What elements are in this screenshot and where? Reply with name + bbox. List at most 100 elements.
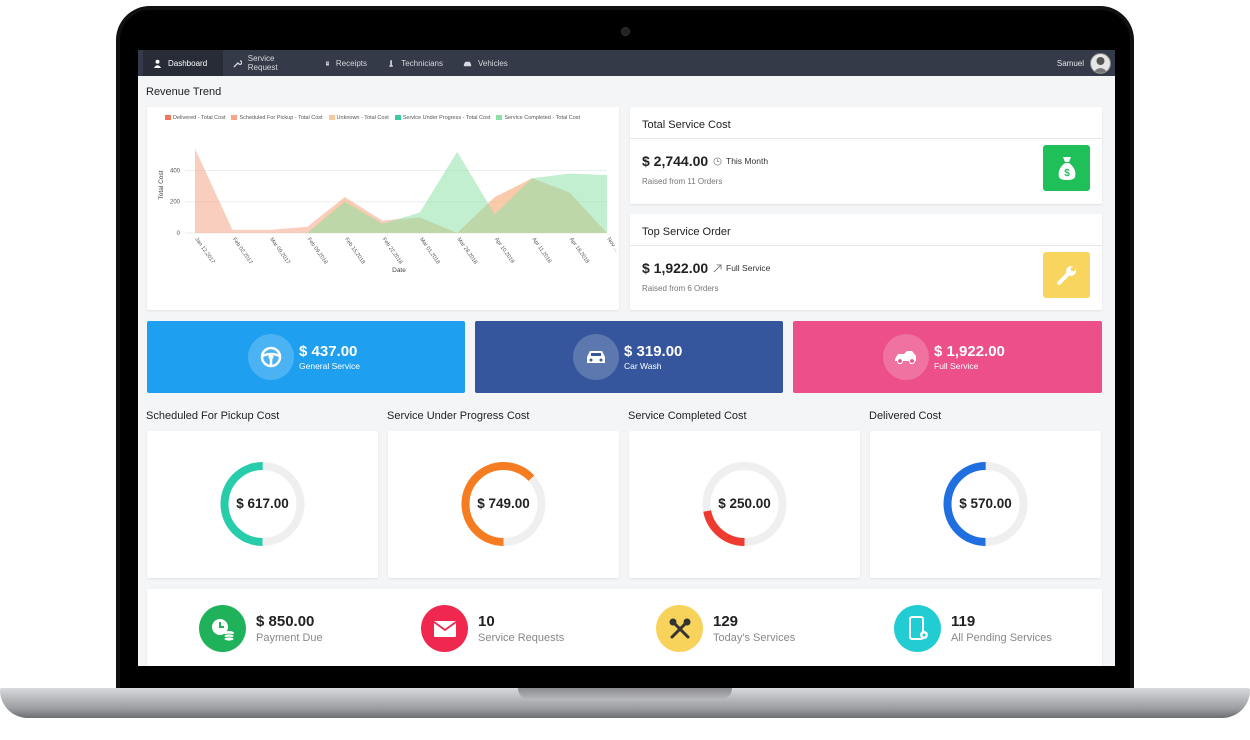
total-service-cost-value: $ 2,744.00 — [642, 153, 709, 169]
donut-arc — [461, 462, 546, 546]
legend-item[interactable]: Unknown - Total Cost — [328, 115, 389, 121]
nav-dashboard[interactable]: Dashboard — [143, 50, 223, 76]
nav-vehicles-label: Vehicles — [478, 58, 508, 68]
y-tick-label: 0 — [177, 231, 181, 237]
steering-wheel-icon — [248, 334, 294, 380]
nav-dashboard-label: Dashboard — [168, 58, 208, 68]
x-tick-label: Feb 22,2018 — [381, 237, 404, 266]
full-service-value: $ 1,922.00 — [934, 343, 1005, 360]
revenue-chart: 0 200 400 Jan 12,2017 Feb 02,2017 Mar 09,2017… — [158, 148, 619, 274]
under-progress-donut-card: $ 749.00 — [388, 431, 619, 578]
x-axis-label: Date — [392, 267, 406, 274]
user-menu[interactable]: Samuel — [1057, 53, 1111, 74]
tools-icon — [656, 605, 703, 652]
money-bag-icon: $ — [1043, 145, 1090, 191]
laptop-notch — [518, 688, 732, 700]
top-service-order-note: Full Service — [713, 263, 770, 273]
nav-service-request[interactable]: Service Request — [223, 50, 315, 76]
summary-stats-card — [147, 589, 1102, 666]
general-service-tile[interactable]: $ 437.00 General Service — [147, 321, 465, 393]
camera-icon — [622, 28, 629, 35]
top-nav: Dashboard Service Request Receipts Techn… — [138, 50, 1115, 76]
pending-services-value: 119 — [951, 613, 976, 630]
revenue-chart-card: Delivered - Total Cost Scheduled For Pic… — [147, 107, 619, 310]
donut-chart — [220, 462, 305, 546]
completed-title: Service Completed Cost — [628, 410, 747, 422]
top-service-order-sub: Raised from 6 Orders — [642, 284, 719, 293]
x-tick-label: Mar 01,2018 — [418, 237, 441, 266]
car-icon — [463, 61, 472, 66]
receipt-icon — [325, 61, 329, 65]
general-service-value: $ 437.00 — [299, 343, 358, 360]
donut-value: $ 570.00 — [959, 496, 1012, 511]
mail-icon — [421, 605, 468, 652]
chart-legend: Delivered - Total Cost Scheduled For Pic… — [165, 115, 580, 121]
nav-vehicles[interactable]: Vehicles — [453, 50, 521, 76]
legend-item[interactable]: Service Under Progress - Total Cost — [394, 115, 490, 121]
wrench-icon — [1043, 252, 1090, 298]
car-wash-value: $ 319.00 — [624, 343, 683, 360]
total-service-cost-card: Total Service Cost $ 2,744.00 This Month… — [630, 107, 1102, 204]
scheduled-pickup-donut-card: $ 617.00 — [147, 431, 378, 578]
x-tick-label: Nov ... — [605, 237, 619, 254]
legend-item[interactable]: Service Completed - Total Cost — [496, 115, 580, 121]
donut-arc — [702, 462, 787, 546]
top-service-order-value: $ 1,922.00 — [642, 260, 709, 276]
car-icon — [573, 334, 619, 380]
x-tick-label: Jan 12,2017 — [193, 237, 215, 265]
donut-value: $ 749.00 — [477, 496, 530, 511]
donut-chart — [943, 462, 1028, 546]
technician-icon — [389, 59, 393, 67]
donut-value: $ 617.00 — [236, 496, 289, 511]
y-axis-label: Total Cost — [158, 170, 165, 199]
top-service-order-title: Top Service Order — [642, 226, 731, 238]
x-tick-label: Feb 02,2017 — [231, 237, 254, 266]
service-requests-value: 10 — [478, 613, 495, 630]
under-progress-title: Service Under Progress Cost — [387, 410, 530, 422]
car-wash-label: Car Wash — [624, 361, 662, 371]
total-service-cost-sub: Raised from 11 Orders — [642, 177, 723, 186]
payment-clock-icon — [199, 605, 246, 652]
car-wash-tile[interactable]: $ 319.00 Car Wash — [475, 321, 783, 393]
svg-text:$: $ — [1064, 168, 1070, 179]
x-tick-label: Apr 10,2018 — [493, 237, 515, 265]
full-service-tile[interactable]: $ 1,922.00 Full Service — [793, 321, 1102, 393]
scheduled-pickup-title: Scheduled For Pickup Cost — [146, 410, 280, 422]
car-side-icon — [883, 334, 929, 380]
trend-up-icon — [713, 263, 722, 272]
legend-item[interactable]: Delivered - Total Cost — [165, 115, 225, 121]
user-name: Samuel — [1056, 59, 1084, 68]
nav-receipts-label: Receipts — [335, 58, 367, 68]
legend-item[interactable]: Scheduled For Pickup - Total Cost — [231, 115, 323, 121]
revenue-trend-title: Revenue Trend — [146, 86, 222, 98]
pending-services-label: All Pending Services — [951, 632, 1052, 644]
donut-chart — [702, 462, 787, 546]
full-service-label: Full Service — [934, 361, 979, 371]
delivered-title: Delivered Cost — [869, 410, 942, 422]
payment-due-value: $ 850.00 — [256, 613, 315, 630]
donut-value: $ 250.00 — [718, 496, 771, 511]
completed-donut-card: $ 250.00 — [629, 431, 860, 578]
x-tick-label: Feb 15,2018 — [343, 237, 366, 266]
total-service-cost-title: Total Service Cost — [642, 119, 731, 131]
nav-service-request-label: Service Request — [247, 54, 278, 72]
dashboard-screen: Dashboard Service Request Receipts Techn… — [138, 50, 1115, 666]
top-service-order-card: Top Service Order $ 1,922.00 Full Servic… — [630, 214, 1102, 310]
service-requests-label: Service Requests — [478, 632, 565, 644]
mobile-settings-icon — [894, 605, 941, 652]
nav-receipts[interactable]: Receipts — [315, 50, 377, 76]
avatar[interactable] — [1090, 53, 1111, 74]
todays-services-value: 129 — [713, 613, 739, 630]
todays-services-label: Today's Services — [713, 632, 796, 644]
donut-chart — [461, 462, 546, 546]
x-tick-label: Apr 11,2018 — [530, 237, 552, 265]
x-tick-label: Mar 09,2017 — [268, 237, 291, 266]
nav-technicians[interactable]: Technicians — [377, 50, 453, 76]
y-tick-label: 400 — [170, 168, 181, 174]
delivered-donut-card: $ 570.00 — [870, 431, 1101, 578]
clock-icon — [713, 156, 722, 166]
nav-technicians-label: Technicians — [401, 58, 443, 68]
donut-arc — [220, 462, 305, 546]
series-area[interactable] — [195, 151, 607, 233]
x-tick-label: Apr 18,2018 — [568, 237, 590, 265]
